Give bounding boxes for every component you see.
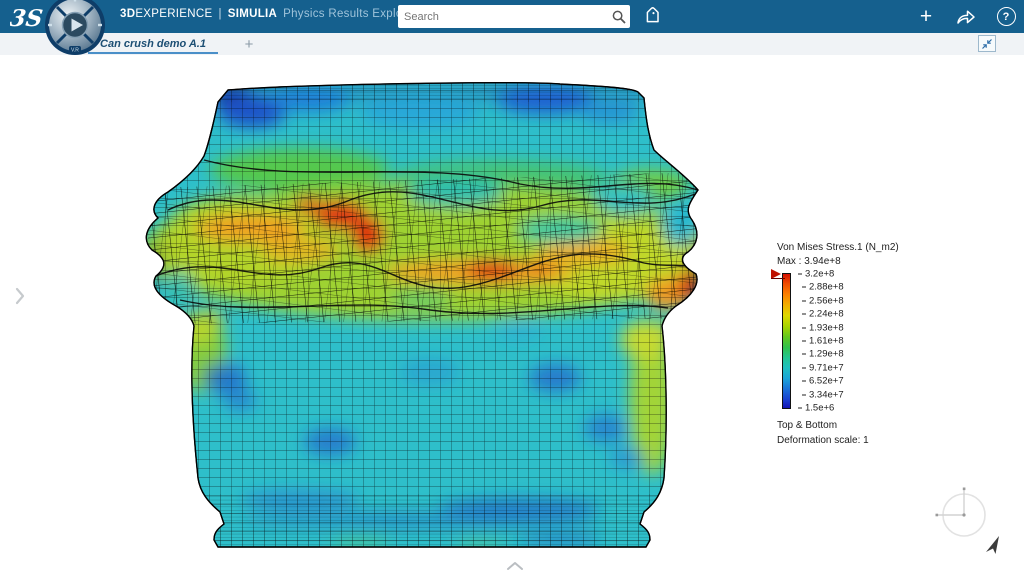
brand-title: 3DEXPERIENCE | SIMULIA Physics Results Expl… <box>120 8 418 20</box>
results-viewport[interactable]: Von Mises Stress.1 (N_m2) Max : 3.94e+8 … <box>0 55 1024 576</box>
dassault-3ds-logo[interactable]: 3S <box>8 4 50 37</box>
legend-tick: 1.93e+8 <box>802 322 844 333</box>
share-icon <box>957 9 975 24</box>
legend-tick: 1.5e+6 <box>798 403 834 414</box>
3dexperience-compass[interactable]: V.R <box>44 0 106 61</box>
tab-can-crush-demo[interactable]: Can crush demo A.1 <box>88 33 218 55</box>
legend-tick: 2.56e+8 <box>802 295 844 306</box>
search-icon[interactable] <box>608 5 630 28</box>
axis-triad[interactable] <box>928 483 994 550</box>
legend-deformation-scale: Deformation scale: 1 <box>777 435 869 446</box>
legend-max-value: Max : 3.94e+8 <box>777 256 841 267</box>
tab-label: Can crush demo A.1 <box>100 38 206 50</box>
tag-icon <box>646 7 659 23</box>
help-button[interactable]: ? <box>994 5 1018 29</box>
brand-app-name: Physics Results Explorer <box>283 8 418 20</box>
legend-tick: 6.52e+7 <box>802 376 844 387</box>
share-button[interactable] <box>954 5 978 29</box>
legend-tick: 1.61e+8 <box>802 336 844 347</box>
add-content-button[interactable]: + <box>919 4 933 28</box>
legend-tick: 3.34e+7 <box>802 389 844 400</box>
legend-tick: 9.71e+7 <box>802 362 844 373</box>
brand-suite: SIMULIA <box>227 8 278 20</box>
collapse-view-button[interactable] <box>978 35 996 52</box>
brand-experience: EXPERIENCE <box>135 8 213 20</box>
chevron-right-icon <box>15 287 25 305</box>
legend-section-label: Top & Bottom <box>777 420 838 431</box>
legend-tick: 1.29e+8 <box>802 349 844 360</box>
search-input[interactable] <box>398 10 608 23</box>
legend-tick: 2.24e+8 <box>802 309 844 320</box>
legend-tick-labels: 3.2e+8 2.88e+8 2.56e+8 2.24e+8 1.93e+8 1… <box>798 269 853 414</box>
axis-triad-icon <box>935 487 986 537</box>
legend-colorbar <box>782 273 791 409</box>
tab-bar: Can crush demo A.1 + <box>0 33 1024 55</box>
chevron-up-icon <box>507 562 523 570</box>
tag-button[interactable] <box>640 5 664 29</box>
collapse-arrows-icon <box>982 38 992 49</box>
svg-text:3S: 3S <box>10 5 44 32</box>
new-tab-button[interactable]: + <box>244 35 254 53</box>
search-box <box>398 5 630 28</box>
legend-max-marker <box>771 269 785 280</box>
legend-title: Von Mises Stress.1 (N_m2) <box>777 242 899 253</box>
svg-text:V.R: V.R <box>71 48 79 54</box>
active-tab-underline <box>88 51 218 54</box>
brand-separator: | <box>218 8 222 20</box>
stress-model-canvas[interactable] <box>0 55 1024 576</box>
legend-tick: 3.2e+8 <box>798 269 834 280</box>
brand-3d: 3D <box>120 8 136 20</box>
legend-tick: 2.88e+8 <box>802 282 844 293</box>
bottom-panel-expander[interactable] <box>505 558 525 576</box>
help-icon: ? <box>996 7 1016 26</box>
cursor-arrow-icon <box>982 533 1004 562</box>
left-panel-expander[interactable] <box>14 286 26 311</box>
contour-legend: Von Mises Stress.1 (N_m2) Max : 3.94e+8 … <box>771 242 899 448</box>
